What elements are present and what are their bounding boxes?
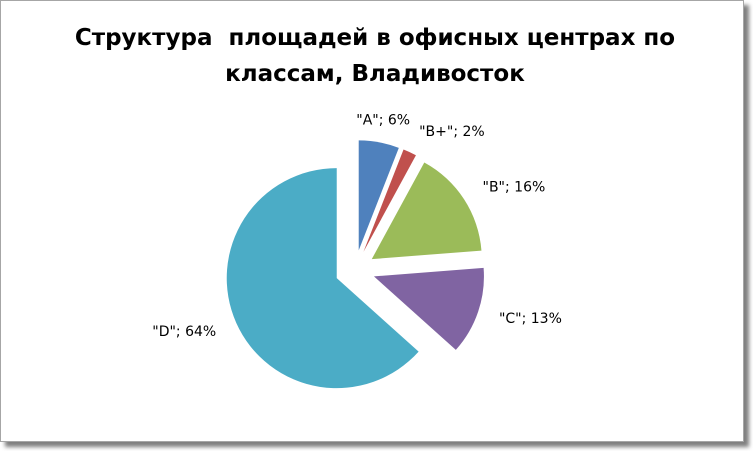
pie-slice (226, 168, 419, 389)
pie-slice (373, 267, 484, 350)
data-label: "D"; 64% (152, 324, 216, 340)
data-label: "B"; 16% (483, 179, 546, 195)
pie-slice (371, 162, 482, 260)
data-label: "A"; 6% (356, 113, 410, 129)
chart: "A"; 6% "B+"; 2% "B"; 16% "C"; 13% "D"; 64% (152, 113, 562, 389)
pie-slice (363, 149, 416, 252)
pie-slice (358, 140, 399, 251)
data-label: "B+"; 2% (419, 124, 485, 140)
chart-title: Структура площадей в офисных центрах по … (74, 25, 684, 87)
data-label: "C"; 13% (499, 311, 562, 327)
